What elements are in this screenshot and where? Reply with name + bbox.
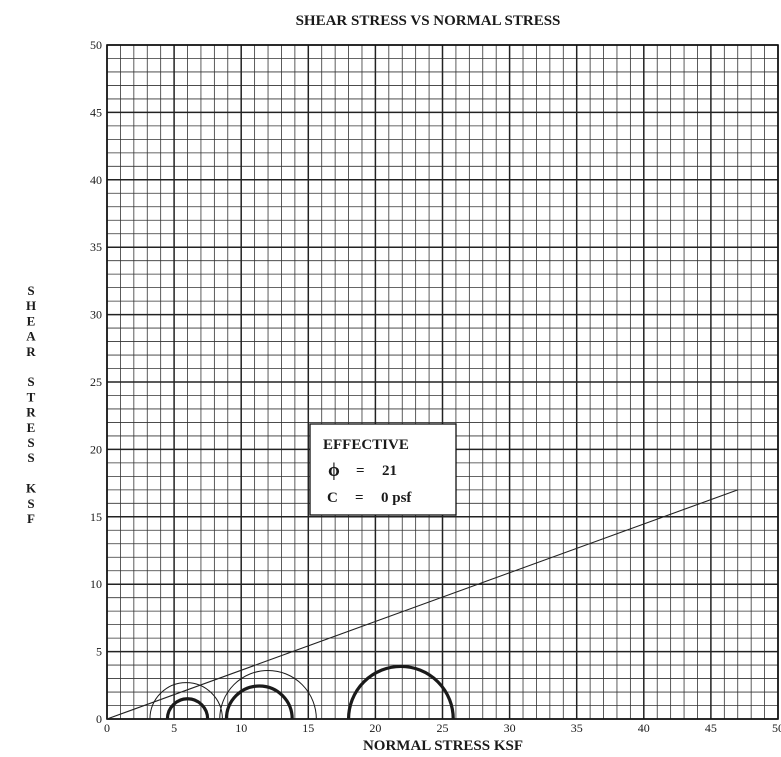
- annotation-c-symbol: C: [327, 490, 338, 506]
- x-axis-label: NORMAL STRESS KSF: [363, 738, 523, 754]
- mohr-circle-thick: [224, 684, 294, 720]
- mohr-circle-thin: [149, 682, 223, 720]
- y-tick-label: 45: [90, 105, 102, 119]
- y-tick-label: 20: [90, 442, 102, 456]
- x-tick-label: 25: [437, 721, 449, 735]
- y-tick-labels: 0 5 10 15 20 25 30 35 40 45 50: [90, 38, 102, 726]
- plot-frame: [106, 44, 779, 720]
- y-axis-label-letter: S: [27, 450, 34, 465]
- x-tick-label: 15: [302, 721, 314, 735]
- series-layer: [106, 489, 738, 720]
- chart-title: SHEAR STRESS VS NORMAL STRESS: [296, 13, 561, 29]
- annotation-c-value: 0 psf: [381, 490, 412, 506]
- x-tick-label: 45: [705, 721, 717, 735]
- x-tick-label: 50: [772, 721, 781, 735]
- x-tick-label: 0: [104, 721, 110, 735]
- y-axis-label-letter: F: [27, 511, 35, 526]
- y-axis-label-letter: S: [27, 435, 34, 450]
- annotation-phi-value: 21: [382, 463, 397, 479]
- grid-major: [106, 44, 779, 720]
- y-axis-label-letter: S: [27, 283, 34, 298]
- y-axis-label-letter: R: [26, 405, 36, 420]
- mohr-circle-thick: [165, 697, 210, 720]
- y-tick-label: 0: [96, 712, 102, 726]
- y-tick-label: 30: [90, 308, 102, 322]
- y-axis-label-letter: A: [26, 329, 36, 344]
- annotation-box: EFFECTIVE ϕ = 21 C = 0 psf: [309, 423, 457, 516]
- annotation-line1: EFFECTIVE: [323, 437, 409, 453]
- y-axis-label-letter: T: [27, 389, 36, 404]
- annotation-line3-equals: =: [355, 490, 364, 506]
- y-tick-label: 10: [90, 577, 102, 591]
- y-axis-label-letter: S: [27, 496, 34, 511]
- y-tick-label: 15: [90, 510, 102, 524]
- x-tick-label: 40: [638, 721, 650, 735]
- y-axis-label-letter: R: [26, 344, 36, 359]
- y-axis-label-letter: E: [27, 420, 36, 435]
- x-tick-label: 5: [171, 721, 177, 735]
- y-axis-label-letter: S: [27, 374, 34, 389]
- x-tick-labels: 0 5 10 15 20 25 30 35 40 45 50: [104, 721, 781, 735]
- y-tick-label: 5: [96, 645, 102, 659]
- failure-envelope-line: [106, 489, 738, 720]
- y-axis-label-letter: H: [26, 298, 36, 313]
- x-tick-label: 10: [235, 721, 247, 735]
- y-tick-label: 25: [90, 375, 102, 389]
- x-tick-label: 35: [571, 721, 583, 735]
- y-tick-label: 40: [90, 173, 102, 187]
- x-tick-label: 20: [369, 721, 381, 735]
- annotation-line2-equals: =: [356, 463, 365, 479]
- annotation-box-frame: [309, 423, 457, 516]
- phi-symbol: ϕ: [328, 460, 340, 481]
- y-tick-label: 35: [90, 240, 102, 254]
- y-axis-label-letter: K: [26, 481, 37, 496]
- x-tick-label: 30: [504, 721, 516, 735]
- y-tick-label: 50: [90, 38, 102, 52]
- mohr-circle-thick: [346, 664, 455, 720]
- mohr-circle-thin: [219, 670, 317, 720]
- y-axis-label-letter: E: [27, 313, 36, 328]
